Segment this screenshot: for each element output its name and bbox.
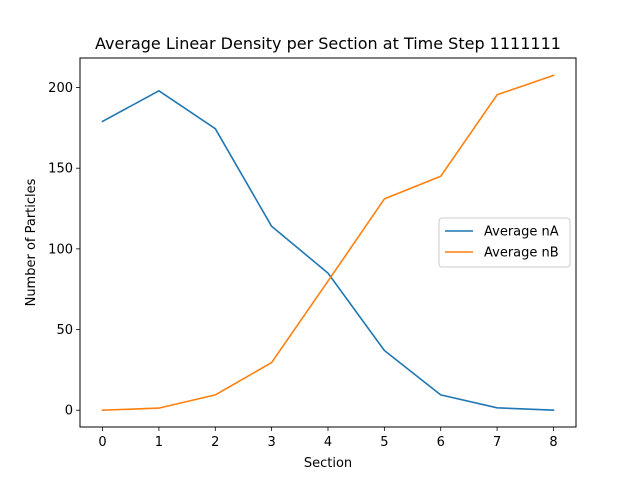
series-line-1 xyxy=(101,74,555,412)
y-tick-label: 200 xyxy=(48,81,73,96)
x-tick-label: 5 xyxy=(380,435,388,450)
x-tick-label: 1 xyxy=(155,435,163,450)
y-axis-label: Number of Particles xyxy=(24,178,39,306)
legend: Average nA Average nB xyxy=(438,217,571,268)
y-tick-label: 0 xyxy=(65,404,73,419)
plot-lines xyxy=(101,74,555,412)
series-line-0 xyxy=(101,90,555,412)
chart-title: Average Linear Density per Section at Ti… xyxy=(95,34,561,53)
y-axis: 0 50 100 150 200 xyxy=(48,81,80,419)
x-tick-label: 0 xyxy=(98,435,106,450)
x-axis-label: Section xyxy=(304,456,352,471)
x-tick-label: 8 xyxy=(549,435,557,450)
x-tick-label: 4 xyxy=(324,435,332,450)
y-tick-label: 100 xyxy=(48,242,73,257)
y-tick-label: 150 xyxy=(48,162,73,177)
legend-label-1: Average nB xyxy=(484,246,559,261)
legend-label-0: Average nA xyxy=(484,225,559,240)
x-tick-label: 3 xyxy=(267,435,275,450)
x-tick-label: 7 xyxy=(493,435,501,450)
x-tick-label: 2 xyxy=(211,435,219,450)
x-axis: 0 1 2 3 4 5 6 7 8 xyxy=(98,427,558,450)
y-tick-label: 50 xyxy=(56,323,73,338)
x-tick-label: 6 xyxy=(437,435,445,450)
